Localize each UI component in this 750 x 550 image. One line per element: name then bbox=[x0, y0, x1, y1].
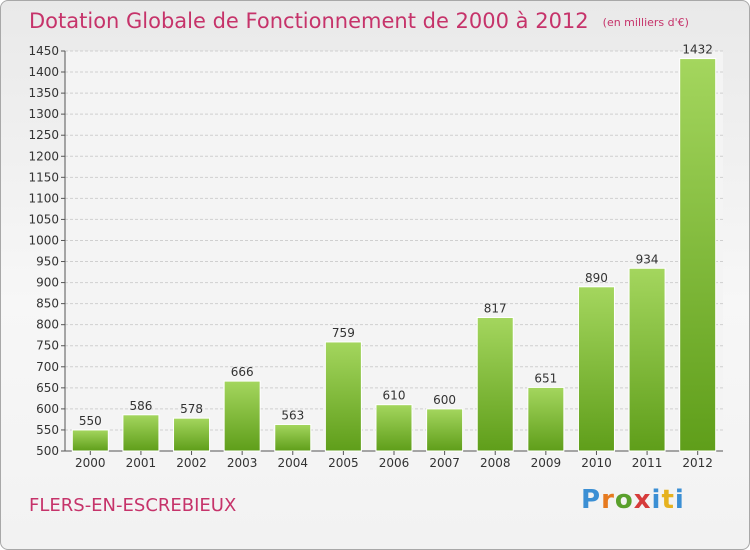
proxiti-logo: Proxiti bbox=[581, 485, 685, 515]
y-tick-label: 900 bbox=[36, 276, 59, 290]
logo-letter: P bbox=[581, 485, 602, 515]
logo-letter: o bbox=[614, 485, 634, 515]
x-tick-label: 2005 bbox=[328, 456, 359, 470]
logo-letter: t bbox=[661, 485, 675, 515]
y-tick-label: 1000 bbox=[28, 233, 59, 247]
unit-label: (en milliers d'€) bbox=[602, 15, 689, 29]
commune-name: FLERS-EN-ESCREBIEUX bbox=[29, 495, 237, 516]
y-tick-label: 700 bbox=[36, 360, 59, 374]
bar bbox=[274, 423, 312, 452]
y-tick-label: 1450 bbox=[28, 44, 59, 58]
data-label: 1432 bbox=[682, 43, 713, 57]
data-label: 666 bbox=[231, 365, 254, 379]
data-label: 610 bbox=[383, 389, 406, 403]
y-tick-label: 950 bbox=[36, 255, 59, 269]
x-tick-label: 2000 bbox=[75, 456, 106, 470]
y-tick-label: 1350 bbox=[28, 86, 59, 100]
x-tick-label: 2008 bbox=[480, 456, 511, 470]
logo-letter: i bbox=[651, 485, 662, 515]
bar bbox=[628, 267, 666, 452]
y-tick-label: 650 bbox=[36, 381, 59, 395]
y-tick-label: 850 bbox=[36, 297, 59, 311]
bar bbox=[476, 317, 514, 452]
data-label: 578 bbox=[180, 402, 203, 416]
bar bbox=[527, 386, 565, 452]
x-tick-label: 2004 bbox=[277, 456, 308, 470]
x-tick-label: 2009 bbox=[531, 456, 562, 470]
chart-title: Dotation Globale de Fonctionnement de 20… bbox=[29, 9, 689, 33]
x-tick-label: 2011 bbox=[632, 456, 663, 470]
logo-letter: x bbox=[633, 485, 652, 515]
x-tick-label: 2001 bbox=[126, 456, 157, 470]
y-tick-label: 1400 bbox=[28, 65, 59, 79]
x-tick-label: 2003 bbox=[227, 456, 258, 470]
data-label: 759 bbox=[332, 326, 355, 340]
y-tick-label: 550 bbox=[36, 423, 59, 437]
y-tick-label: 1200 bbox=[28, 149, 59, 163]
y-tick-label: 1100 bbox=[28, 191, 59, 205]
bar bbox=[324, 341, 362, 452]
y-tick-label: 1300 bbox=[28, 107, 59, 121]
data-label: 600 bbox=[433, 393, 456, 407]
data-label: 550 bbox=[79, 414, 102, 428]
data-label: 651 bbox=[534, 371, 557, 385]
data-label: 563 bbox=[281, 408, 304, 422]
y-tick-label: 800 bbox=[36, 318, 59, 332]
chart-title-text: Dotation Globale de Fonctionnement de 20… bbox=[29, 9, 589, 33]
y-tick-label: 1250 bbox=[28, 128, 59, 142]
logo-letter: r bbox=[601, 485, 615, 515]
y-tick-label: 750 bbox=[36, 339, 59, 353]
bar bbox=[71, 429, 109, 452]
bar bbox=[426, 408, 464, 452]
y-tick-label: 500 bbox=[36, 444, 59, 458]
logo-letter: i bbox=[674, 485, 685, 515]
x-tick-label: 2007 bbox=[429, 456, 460, 470]
x-tick-label: 2012 bbox=[682, 456, 713, 470]
y-tick-label: 1050 bbox=[28, 212, 59, 226]
bar bbox=[122, 414, 160, 452]
bar bbox=[375, 404, 413, 452]
x-tick-label: 2006 bbox=[379, 456, 410, 470]
bar bbox=[679, 58, 717, 452]
bar bbox=[223, 380, 261, 452]
x-tick-label: 2002 bbox=[176, 456, 207, 470]
bar bbox=[577, 286, 615, 452]
data-label: 817 bbox=[484, 302, 507, 316]
data-label: 934 bbox=[636, 252, 659, 266]
data-label: 890 bbox=[585, 271, 608, 285]
bar bbox=[173, 417, 211, 452]
data-label: 586 bbox=[129, 399, 152, 413]
x-tick-label: 2010 bbox=[581, 456, 612, 470]
y-tick-label: 1150 bbox=[28, 170, 59, 184]
y-tick-label: 600 bbox=[36, 402, 59, 416]
